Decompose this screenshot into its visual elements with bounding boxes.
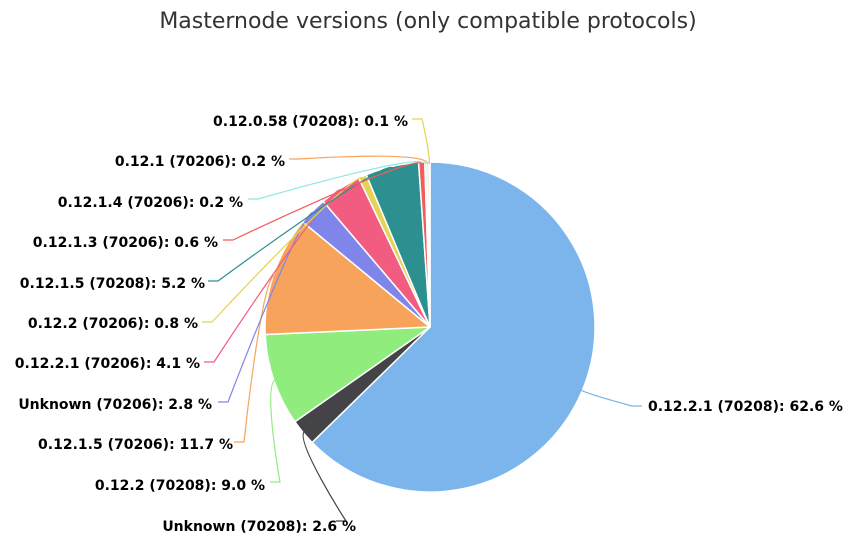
slice-label: 0.12.2 (70206): 0.8 % xyxy=(28,316,198,332)
slice-label: 0.12.1.5 (70206): 11.7 % xyxy=(38,437,233,453)
label-connector xyxy=(580,389,642,407)
label-connector xyxy=(208,166,393,282)
slice-label: 0.12.1.5 (70208): 5.2 % xyxy=(20,276,205,292)
pie-slice[interactable] xyxy=(428,161,431,328)
label-connector xyxy=(412,118,431,165)
slice-label: 0.12.2.1 (70208): 62.6 % xyxy=(648,399,843,415)
label-connector xyxy=(270,379,281,483)
label-connector xyxy=(302,430,348,522)
slice-label: Unknown (70206): 2.8 % xyxy=(18,397,212,413)
slice-labels: 0.12.2.1 (70208): 62.6 % Unknown (70208):… xyxy=(15,114,843,535)
label-connector xyxy=(234,274,276,443)
label-connector xyxy=(223,162,423,241)
label-connector xyxy=(204,189,342,363)
label-connector xyxy=(202,177,364,323)
label-connector xyxy=(218,211,315,403)
label-connectors xyxy=(202,118,642,522)
slice-label: Unknown (70208): 2.6 % xyxy=(162,519,356,535)
pie-slice[interactable] xyxy=(264,221,431,336)
slice-label: 0.12.2.1 (70206): 4.1 % xyxy=(15,356,200,372)
chart-title: Masternode versions (only compatible pro… xyxy=(159,9,696,34)
pie-slices xyxy=(264,161,596,493)
slice-label: 0.12.0.58 (70208): 0.1 % xyxy=(213,114,408,130)
slice-label: 0.12.1.4 (70206): 0.2 % xyxy=(58,195,243,211)
label-connector xyxy=(289,155,429,165)
slice-label: 0.12.1 (70206): 0.2 % xyxy=(115,154,285,170)
slice-label: 0.12.1.3 (70206): 0.6 % xyxy=(33,235,218,251)
label-connector xyxy=(248,161,427,200)
slice-label: 0.12.2 (70208): 9.0 % xyxy=(95,478,265,494)
